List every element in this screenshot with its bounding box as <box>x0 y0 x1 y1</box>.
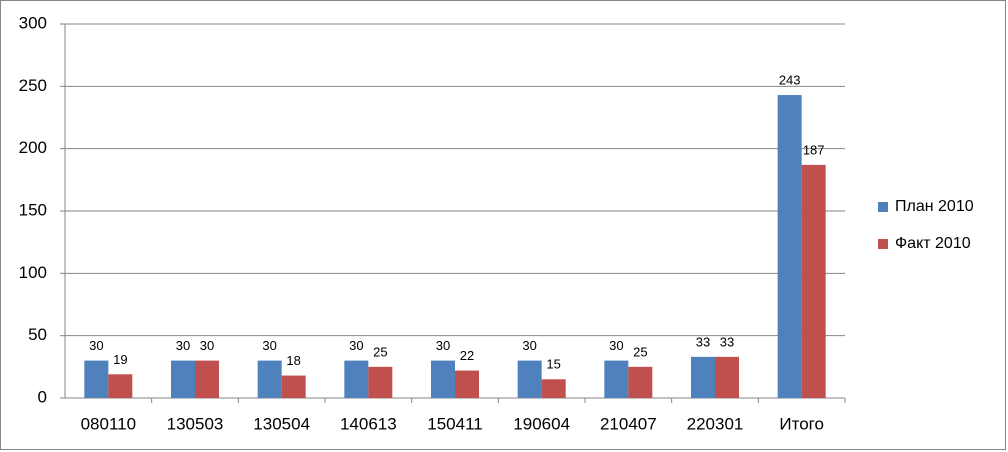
x-tick-label: Итого <box>779 414 824 433</box>
bar <box>517 360 542 398</box>
data-label: 30 <box>262 338 276 353</box>
bar <box>195 360 219 398</box>
bar <box>541 379 566 398</box>
bar <box>801 164 826 398</box>
bar <box>108 374 133 398</box>
data-label: 19 <box>113 352 127 367</box>
data-label: 30 <box>89 338 103 353</box>
x-tick-label: 130503 <box>167 414 224 433</box>
data-label: 30 <box>522 338 536 353</box>
y-tick-label: 250 <box>19 76 47 95</box>
bar <box>368 366 393 398</box>
bar <box>344 360 369 398</box>
bar <box>455 370 479 398</box>
data-label: 30 <box>436 338 450 353</box>
data-label: 33 <box>696 334 710 349</box>
legend-label: Факт 2010 <box>895 235 971 252</box>
x-tick-label: 080110 <box>81 414 136 433</box>
y-tick-label: 150 <box>19 200 47 219</box>
legend-label: План 2010 <box>895 198 974 215</box>
y-tick-label: 100 <box>19 263 47 282</box>
bar <box>628 366 653 398</box>
bar <box>84 360 109 398</box>
legend-swatch <box>878 239 888 249</box>
y-tick-label: 200 <box>19 138 47 157</box>
data-label: 18 <box>286 353 300 368</box>
bar <box>715 356 739 398</box>
data-label: 187 <box>803 142 825 157</box>
data-label: 30 <box>176 338 190 353</box>
data-label: 25 <box>373 344 387 359</box>
data-label: 243 <box>779 72 801 87</box>
data-label: 33 <box>720 334 734 349</box>
data-label: 15 <box>546 357 560 372</box>
x-tick-label: 210407 <box>600 414 657 433</box>
bar <box>257 360 282 398</box>
x-tick-label: 220301 <box>687 414 744 433</box>
bar <box>431 360 455 398</box>
x-tick-label: 150411 <box>427 414 482 433</box>
legend-swatch <box>878 202 888 212</box>
data-label: 25 <box>633 344 647 359</box>
data-label: 30 <box>609 338 623 353</box>
bar <box>281 375 306 398</box>
data-label: 30 <box>349 338 363 353</box>
y-tick-label: 300 <box>19 13 47 32</box>
x-tick-label: 130504 <box>253 414 310 433</box>
data-label: 22 <box>460 348 474 363</box>
bar <box>691 356 715 398</box>
x-tick-label: 190604 <box>513 414 570 433</box>
y-tick-label: 0 <box>38 387 47 406</box>
bar <box>777 95 802 398</box>
bar <box>171 360 195 398</box>
bar <box>604 360 629 398</box>
y-tick-label: 50 <box>28 325 47 344</box>
data-label: 30 <box>200 338 214 353</box>
x-tick-label: 140613 <box>340 414 397 433</box>
